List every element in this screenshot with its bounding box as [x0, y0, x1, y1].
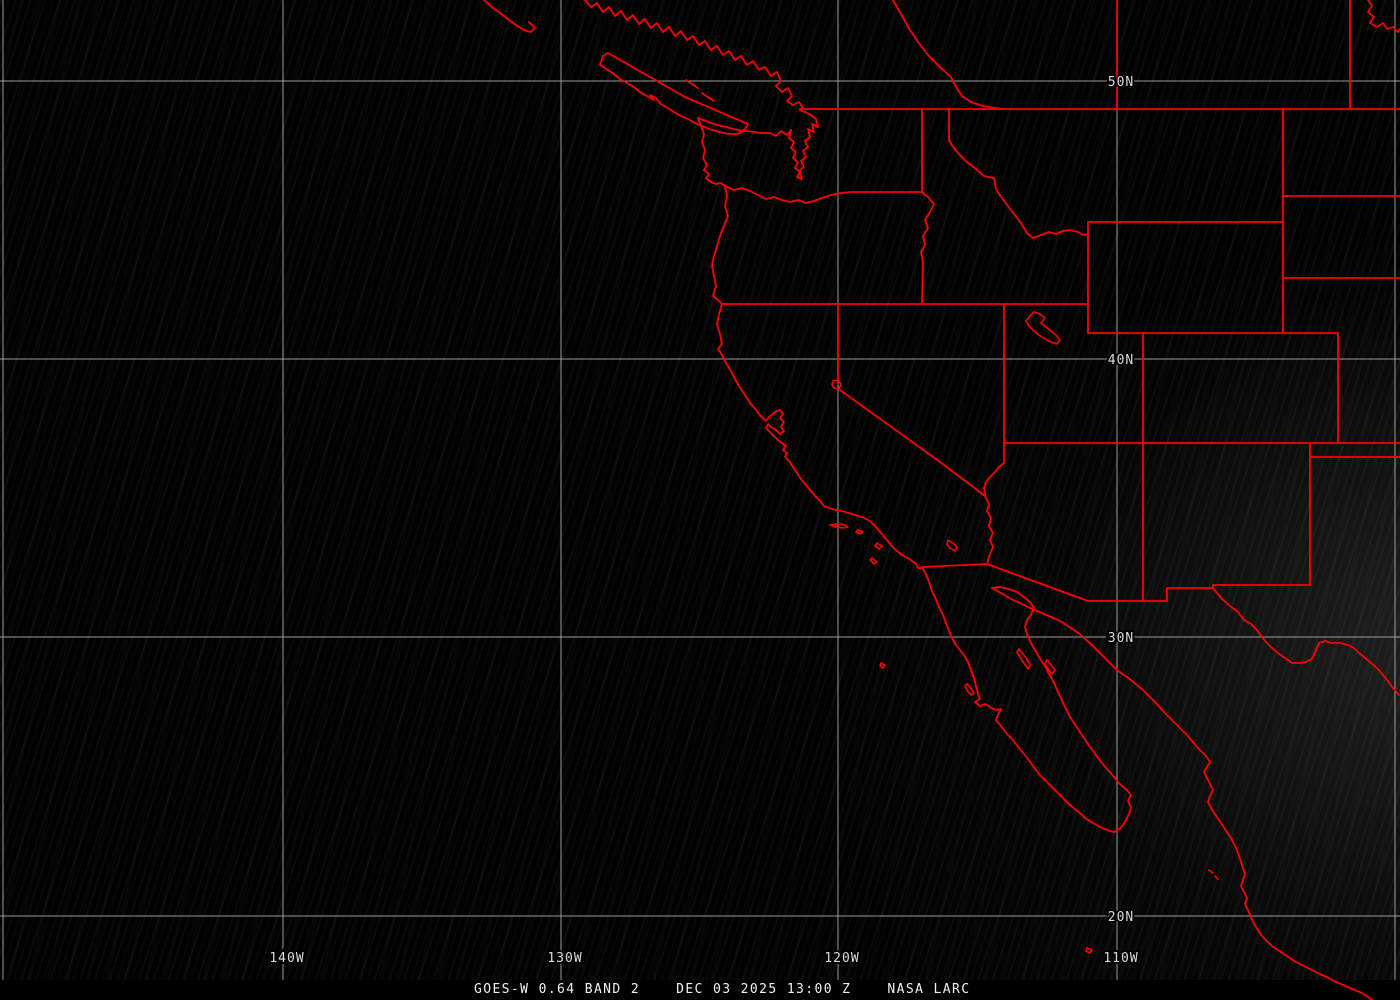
border-newmexico-texas-32n [1212, 584, 1311, 589]
coastline-vancouver-island [599, 52, 749, 135]
island-isla-angel-de-la-guarda [1016, 648, 1031, 670]
coastline-haida-gwaii [483, 0, 536, 33]
caption-bar: GOES-W 0.64 BAND 2 DEC 03 2025 13:00 Z N… [0, 980, 1400, 1000]
island-isla-socorro [1085, 947, 1093, 954]
caption-product-label: GOES-W 0.64 BAND 2 [474, 982, 641, 997]
lake-salton-sea [946, 539, 958, 552]
lake-lake-tahoe [831, 379, 842, 390]
border-nevada-arizona-colorado-river [983, 442, 1005, 497]
longitude-label-120W: 120W [824, 951, 859, 966]
caption-text: GOES-W 0.64 BAND 2 DEC 03 2025 13:00 Z N… [474, 982, 970, 997]
border-california-nevada-diagonal [839, 389, 986, 497]
caption-timestamp: DEC 03 2025 13:00 Z [676, 982, 852, 997]
latitude-label-20N: 20N [1108, 910, 1134, 925]
coastline-juan-de-fuca-shore [697, 117, 771, 134]
island-islas-marias-1 [1208, 869, 1214, 874]
latitude-label-30N: 30N [1108, 631, 1134, 646]
coastline-sonora-sinaloa-coast [991, 587, 1373, 1000]
island-santa-catalina-island [874, 542, 883, 550]
border-california-arizona-colorado-river [984, 495, 994, 566]
border-washington-oregon-columbia [724, 185, 923, 204]
island-islas-marias-2 [1214, 875, 1219, 880]
longitude-label-110W: 110W [1103, 951, 1138, 966]
border-bc-alberta-divide [892, 0, 1003, 110]
coastline-baja-west-coast [921, 566, 1115, 833]
border-us-mexico-newmexico [1087, 587, 1214, 602]
island-channel-islands-santa-rosa [829, 523, 849, 529]
island-isla-tiburon [1044, 659, 1056, 675]
coastline-georgia-strait-islets-1 [685, 79, 699, 89]
lake-lake-winnipegosis-edge [1367, 0, 1400, 33]
coastline-pacific-coast-us [697, 117, 923, 569]
coastline-puget-sound [769, 109, 819, 180]
island-isla-cedros [964, 683, 975, 696]
border-us-mexico-california [921, 563, 988, 568]
longitude-label-140W: 140W [269, 951, 304, 966]
border-oregon-idaho-snake [920, 191, 935, 305]
coastline-baja-east-coast [991, 586, 1132, 833]
border-rio-grande-texas [1212, 587, 1400, 696]
border-us-mexico-arizona [986, 563, 1089, 602]
latitude-label-40N: 40N [1108, 353, 1134, 368]
island-san-clemente-island [869, 557, 878, 565]
island-channel-islands-anacapa [855, 529, 864, 535]
coastline-bc-mainland-fjords [584, 0, 804, 111]
lake-great-salt-lake [1025, 311, 1061, 345]
caption-credit: NASA LARC [887, 982, 971, 997]
latitude-label-50N: 50N [1108, 75, 1134, 90]
longitude-label-130W: 130W [547, 951, 582, 966]
coastline-georgia-strait-islets-2 [701, 92, 715, 102]
island-isla-guadalupe [879, 662, 886, 669]
border-idaho-montana-divide [948, 108, 1089, 239]
